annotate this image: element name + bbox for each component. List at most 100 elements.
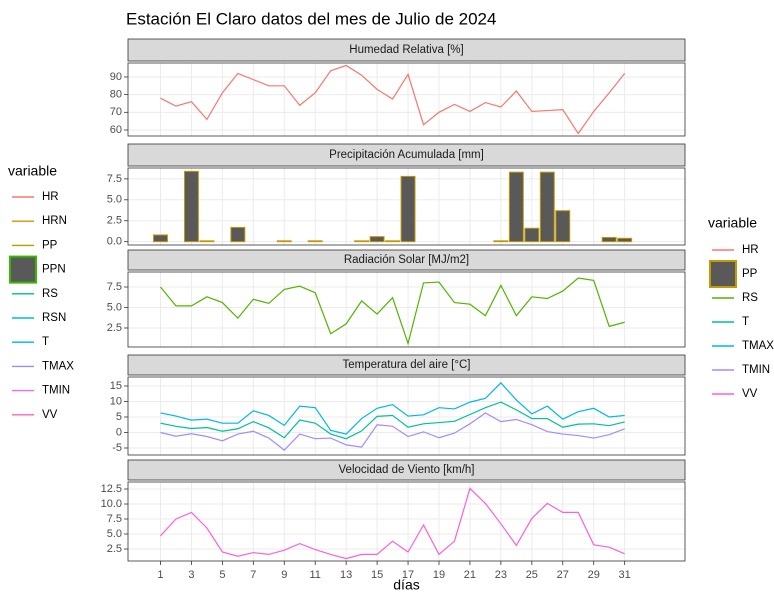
line [160, 277, 625, 346]
x-tick-label: 19 [433, 569, 445, 581]
line [160, 401, 625, 440]
y-tick-label: 5.0 [107, 301, 122, 313]
panel-border [127, 167, 686, 246]
y-tick-label: 10 [110, 395, 122, 407]
x-axis-label: días [393, 577, 419, 593]
y-tick-label: 2.5 [107, 215, 122, 227]
x-tick-label: 5 [219, 569, 225, 581]
strip [127, 143, 686, 167]
legend-label: TMAX [42, 360, 74, 372]
bar [354, 240, 370, 243]
y-tick-label: 5.0 [107, 528, 122, 540]
strip [127, 459, 686, 481]
panel-border [127, 62, 686, 137]
bar [539, 171, 555, 243]
bar [508, 171, 524, 243]
legend-title: variable [8, 163, 57, 179]
x-tick-label: 9 [281, 569, 287, 581]
y-tick-label: 60 [110, 124, 122, 136]
legend-label: RS [42, 288, 58, 300]
legend-label: VV [42, 409, 58, 421]
bar [524, 227, 540, 243]
y-tick-label: 7.5 [107, 513, 122, 525]
x-tick-label: 23 [495, 569, 507, 581]
x-tick-label: 29 [588, 569, 600, 581]
bar [493, 240, 509, 243]
bar [400, 175, 416, 243]
legend-label: T [742, 316, 749, 328]
panel-border [127, 376, 686, 456]
legend-key [709, 260, 737, 288]
legend-label: PP [42, 239, 58, 251]
x-tick-label: 13 [340, 569, 352, 581]
strip-title: Velocidad de Viento [km/h] [339, 464, 475, 476]
legend-label: TMAX [742, 340, 774, 352]
bar [199, 240, 215, 243]
strip-title: Radiación Solar [MJ/m2] [344, 254, 469, 266]
y-tick-label: 12.5 [101, 483, 122, 495]
y-tick-label: 5 [116, 411, 122, 423]
y-tick-label: 7.5 [107, 173, 122, 185]
bar [617, 237, 633, 243]
y-tick-label: 70 [110, 106, 122, 118]
bar [276, 240, 292, 243]
y-tick-label: 0 [116, 426, 122, 438]
y-tick-label: 80 [110, 89, 122, 101]
bar [369, 236, 385, 243]
line [160, 487, 625, 560]
bar [555, 210, 571, 243]
x-tick-label: 11 [310, 569, 321, 581]
y-tick-label: 0.0 [107, 236, 122, 248]
chart-title: Estación El Claro datos del mes de Julio… [126, 9, 496, 28]
x-tick-label: 15 [371, 569, 383, 581]
x-tick-label: 17 [402, 569, 414, 581]
y-tick-label: 2.5 [107, 543, 122, 555]
strip [127, 38, 686, 62]
panel [128, 482, 685, 561]
y-tick-label: 90 [110, 71, 122, 83]
legend-label: PPN [42, 264, 66, 276]
legend-title: variable [708, 215, 757, 231]
y-tick-label: 15 [110, 380, 122, 392]
strip [127, 249, 686, 271]
legend-label: RSN [42, 312, 66, 324]
panel [128, 272, 685, 347]
line [160, 382, 625, 435]
legend-label: HRN [42, 215, 67, 227]
y-tick-label: -5 [112, 442, 122, 454]
y-tick-label: 5.0 [107, 194, 122, 206]
x-tick-label: 21 [464, 569, 476, 581]
bar [307, 240, 323, 243]
legend-label: TMIN [742, 364, 770, 376]
x-tick-label: 7 [250, 569, 256, 581]
legend-label: TMIN [42, 385, 70, 397]
panel [128, 63, 685, 136]
bar [385, 240, 401, 243]
y-tick-label: 10.0 [101, 498, 122, 510]
bar [183, 170, 199, 243]
legend-label: HR [42, 191, 59, 203]
legend-label: RS [742, 292, 758, 304]
legend-label: T [42, 336, 49, 348]
x-tick-label: 31 [619, 569, 631, 581]
x-tick-label: 1 [157, 569, 163, 581]
legend-key [9, 255, 37, 284]
bar [601, 236, 617, 243]
legend-label: PP [742, 268, 758, 280]
line [160, 64, 626, 135]
legend-label: HR [742, 244, 759, 256]
strip [127, 354, 686, 376]
x-tick-label: 27 [557, 569, 569, 581]
strip-title: Temperatura del aire [°C] [343, 359, 471, 371]
y-tick-label: 7.5 [107, 281, 122, 293]
bar [153, 234, 168, 243]
line [160, 412, 625, 451]
panel [128, 377, 685, 455]
x-tick-label: 25 [526, 569, 538, 581]
legend-label: VV [742, 388, 758, 400]
bar [230, 226, 246, 243]
y-tick-label: 2.5 [107, 322, 122, 334]
panel-border [127, 481, 686, 562]
strip-title: Precipitación Acumulada [mm] [329, 149, 484, 161]
